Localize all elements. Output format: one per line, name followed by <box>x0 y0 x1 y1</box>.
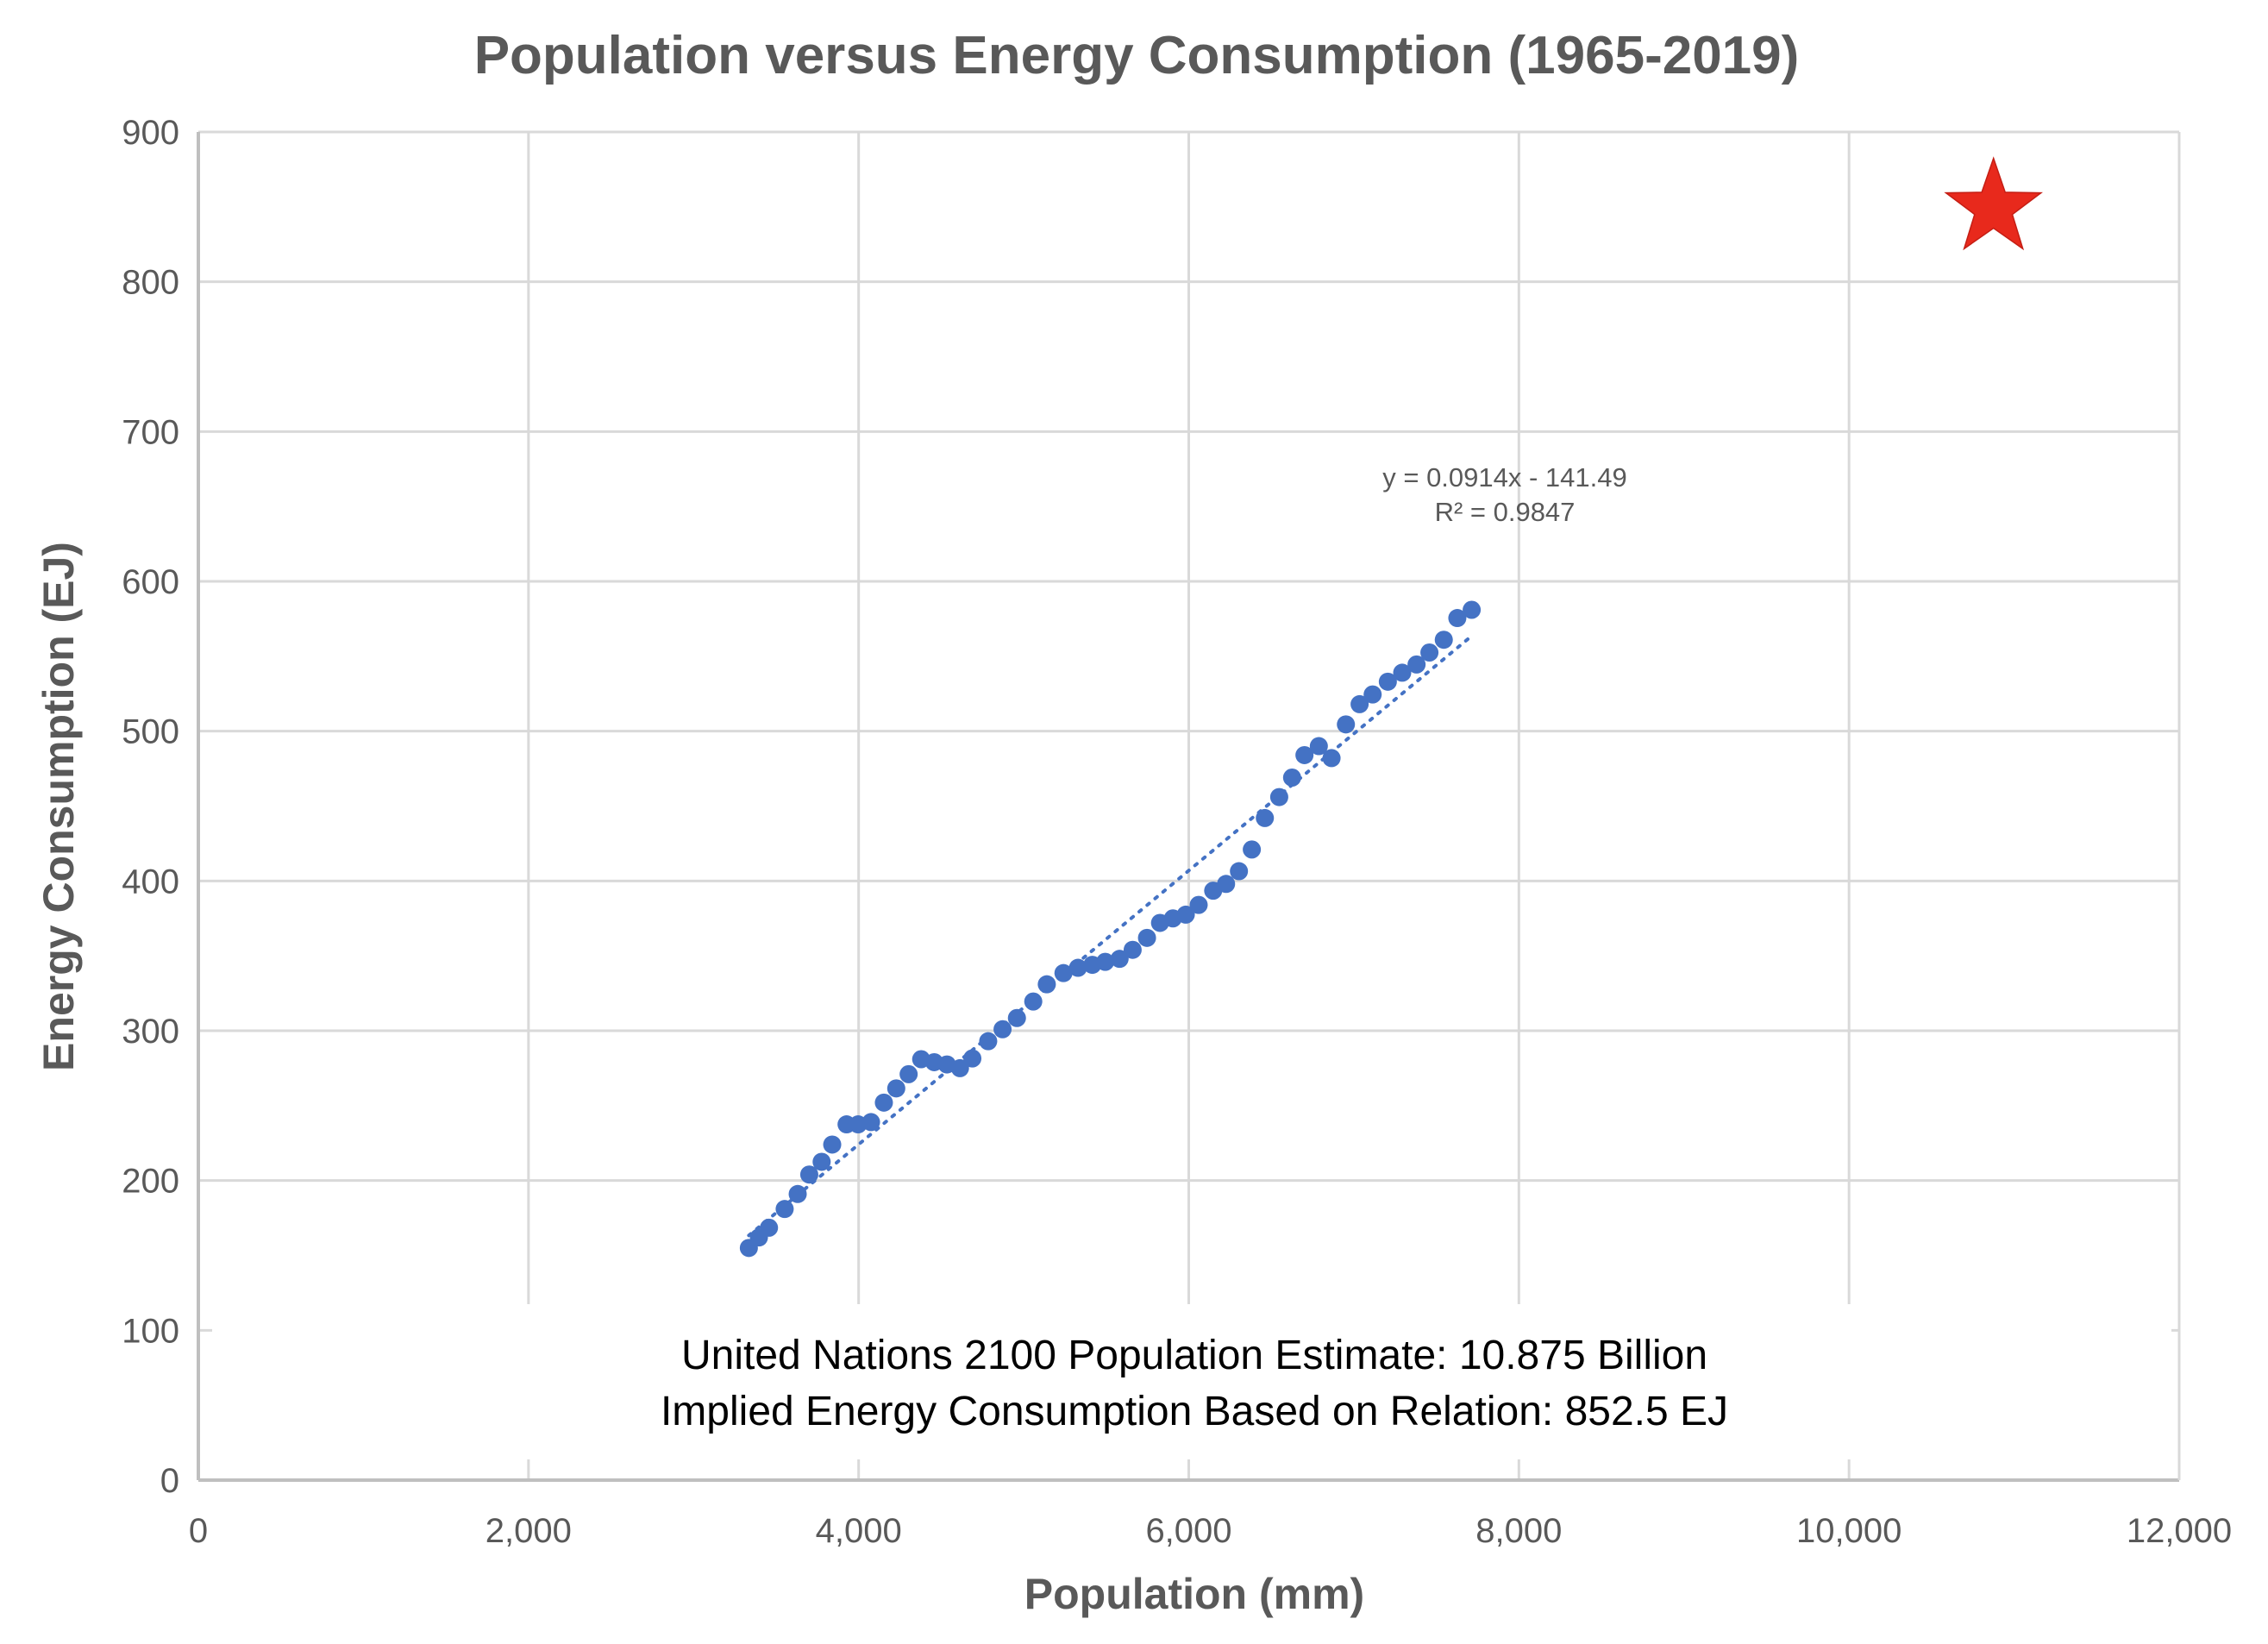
data-point <box>979 1032 998 1051</box>
y-tick-label: 900 <box>122 114 179 152</box>
data-point <box>1363 685 1382 704</box>
x-tick-label: 6,000 <box>1145 1512 1231 1550</box>
data-point <box>1309 737 1328 756</box>
data-point <box>799 1165 818 1184</box>
data-point <box>1295 745 1314 764</box>
y-tick-label: 100 <box>122 1312 179 1350</box>
y-tick-label: 0 <box>160 1462 179 1500</box>
data-point <box>823 1135 842 1154</box>
chart-title: Population versus Energy Consumption (19… <box>474 26 1800 85</box>
data-point <box>1378 672 1397 691</box>
projection-star-marker <box>1944 156 2043 251</box>
data-point <box>1407 655 1426 674</box>
data-point <box>1420 643 1439 662</box>
data-point <box>1123 940 1142 959</box>
trendline-path <box>747 634 1474 1238</box>
annotation-box <box>212 1304 2171 1459</box>
y-tick-label: 500 <box>122 713 179 751</box>
y-axis-title: Energy Consumption (EJ) <box>34 542 83 1071</box>
annotation-line-1: United Nations 2100 Population Estimate:… <box>681 1333 1707 1378</box>
data-point <box>1393 663 1412 682</box>
data-point <box>887 1079 905 1098</box>
data-point <box>1337 715 1356 734</box>
star-icon <box>1944 156 2043 251</box>
x-tick-label: 12,000 <box>2127 1512 2232 1550</box>
x-tick-labels: 0 2,000 4,000 6,000 8,000 10,000 12,000 <box>189 1512 2232 1550</box>
data-point <box>760 1218 779 1237</box>
x-tick-label: 4,000 <box>816 1512 902 1550</box>
data-point <box>1282 769 1301 787</box>
y-tick-label: 600 <box>122 563 179 601</box>
data-point <box>1096 952 1115 971</box>
data-point <box>1448 609 1467 628</box>
data-point <box>1217 875 1236 894</box>
data-point <box>812 1152 831 1171</box>
y-tick-label: 700 <box>122 413 179 451</box>
data-point <box>1137 928 1156 947</box>
y-tick-labels: 0 100 200 300 400 500 600 700 800 900 <box>122 114 179 1500</box>
data-point <box>1269 787 1288 806</box>
data-point <box>1434 631 1453 649</box>
x-tick-label: 2,000 <box>486 1512 572 1550</box>
data-point <box>861 1113 880 1132</box>
data-point <box>1350 694 1369 713</box>
data-point <box>1256 808 1275 827</box>
data-point <box>1189 895 1208 914</box>
data-point <box>1176 905 1195 924</box>
trendline-equation: y = 0.0914x - 141.49 <box>1382 462 1627 493</box>
y-tick-label: 200 <box>122 1163 179 1201</box>
data-point <box>963 1049 982 1068</box>
data-point <box>788 1184 807 1203</box>
data-point <box>993 1020 1012 1038</box>
data-point <box>1110 950 1129 969</box>
data-point <box>899 1064 918 1083</box>
data-point <box>1024 992 1043 1011</box>
data-point <box>1322 749 1341 768</box>
y-tick-label: 800 <box>122 264 179 302</box>
trendline <box>747 634 1474 1238</box>
x-tick-label: 0 <box>189 1512 208 1550</box>
x-tick-label: 10,000 <box>1796 1512 1901 1550</box>
data-points <box>739 600 1482 1258</box>
data-point <box>874 1093 893 1112</box>
axes <box>197 132 2181 1482</box>
y-tick-label: 400 <box>122 863 179 900</box>
y-tick-label: 300 <box>122 1013 179 1051</box>
annotation-line-2: Implied Energy Consumption Based on Rela… <box>661 1389 1728 1434</box>
data-point <box>1007 1008 1026 1027</box>
data-point <box>1054 963 1073 982</box>
x-axis-title: Population (mm) <box>1024 1570 1364 1618</box>
x-tick-label: 8,000 <box>1475 1512 1562 1550</box>
data-point <box>1230 862 1249 881</box>
data-point <box>950 1058 969 1077</box>
data-point <box>1243 840 1262 859</box>
data-point <box>1463 600 1482 619</box>
data-point <box>1037 975 1056 994</box>
data-point <box>775 1200 794 1219</box>
trendline-r-squared: R² = 0.9847 <box>1435 497 1576 527</box>
data-point <box>1068 958 1087 977</box>
